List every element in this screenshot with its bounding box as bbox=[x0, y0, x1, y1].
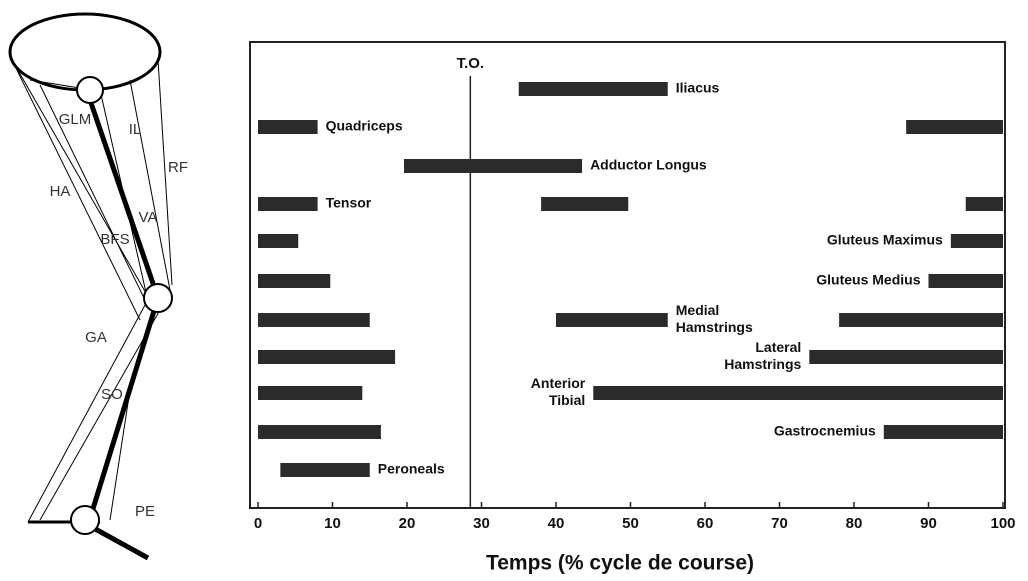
x-tick-label: 20 bbox=[399, 515, 416, 532]
x-tick-label: 80 bbox=[846, 515, 863, 532]
activity-bar bbox=[951, 234, 1003, 248]
activity-bar bbox=[258, 313, 370, 327]
muscle-abbr: IL bbox=[129, 121, 142, 138]
activity-bar bbox=[404, 159, 582, 173]
muscle-abbr: VA bbox=[139, 209, 158, 226]
muscle-abbr: GLM bbox=[59, 111, 92, 128]
activity-bar bbox=[280, 463, 369, 477]
activity-bar bbox=[929, 274, 1004, 288]
activity-bar bbox=[884, 425, 1003, 439]
x-tick-label: 60 bbox=[697, 515, 714, 532]
muscle-label: Tensor bbox=[326, 195, 372, 211]
muscle-abbr: GA bbox=[85, 329, 107, 346]
muscle-abbr: RF bbox=[168, 159, 188, 176]
muscle-abbr: SO bbox=[101, 386, 123, 403]
activity-bar bbox=[258, 350, 395, 364]
muscle-label: Gluteus Medius bbox=[816, 272, 920, 288]
activity-bar bbox=[966, 197, 1003, 211]
muscle-label: Gluteus Maximus bbox=[827, 232, 943, 248]
activity-bar bbox=[258, 197, 318, 211]
muscle-label: Medial bbox=[676, 302, 720, 318]
activity-bar bbox=[593, 386, 1003, 400]
x-tick-label: 40 bbox=[548, 515, 565, 532]
x-tick-label: 70 bbox=[771, 515, 788, 532]
muscle-label: Lateral bbox=[755, 339, 801, 355]
activity-bar bbox=[541, 197, 628, 211]
toe-off-label: T.O. bbox=[457, 55, 485, 72]
muscle-label: Gastrocnemius bbox=[774, 423, 876, 439]
muscle-label: Iliacus bbox=[676, 80, 720, 96]
activity-bar bbox=[556, 313, 668, 327]
muscle-label: Quadriceps bbox=[326, 118, 403, 134]
muscle-abbr: PE bbox=[135, 503, 155, 520]
x-tick-label: 30 bbox=[473, 515, 490, 532]
muscle-label: Anterior bbox=[531, 375, 586, 391]
activity-bar bbox=[258, 234, 298, 248]
activity-bar bbox=[258, 386, 362, 400]
activity-bar bbox=[839, 313, 1003, 327]
x-tick-label: 0 bbox=[254, 515, 262, 532]
activity-bar bbox=[258, 425, 381, 439]
x-tick-label: 50 bbox=[622, 515, 639, 532]
x-tick-label: 100 bbox=[990, 515, 1015, 532]
muscle-label: Hamstrings bbox=[676, 319, 753, 335]
muscle-label: Tibial bbox=[549, 392, 585, 408]
muscle-label: Peroneals bbox=[378, 461, 445, 477]
x-axis-title: Temps (% cycle de course) bbox=[486, 552, 754, 575]
muscle-label: Adductor Longus bbox=[590, 157, 707, 173]
activity-bar bbox=[519, 82, 668, 96]
activity-bar bbox=[258, 274, 330, 288]
muscle-label: Hamstrings bbox=[724, 356, 801, 372]
leg-diagram bbox=[10, 14, 172, 558]
activity-bar bbox=[906, 120, 1003, 134]
x-tick-label: 90 bbox=[920, 515, 937, 532]
muscle-abbr: HA bbox=[50, 183, 71, 200]
activity-bar bbox=[809, 350, 1003, 364]
figure: GLM IL RF HA VA BFS GA SO PE 0 10 20 30 40 50 60 70 80 90 1… bbox=[0, 0, 1028, 581]
x-tick-label: 10 bbox=[324, 515, 341, 532]
activity-bar bbox=[258, 120, 318, 134]
muscle-abbr: BFS bbox=[100, 231, 129, 248]
